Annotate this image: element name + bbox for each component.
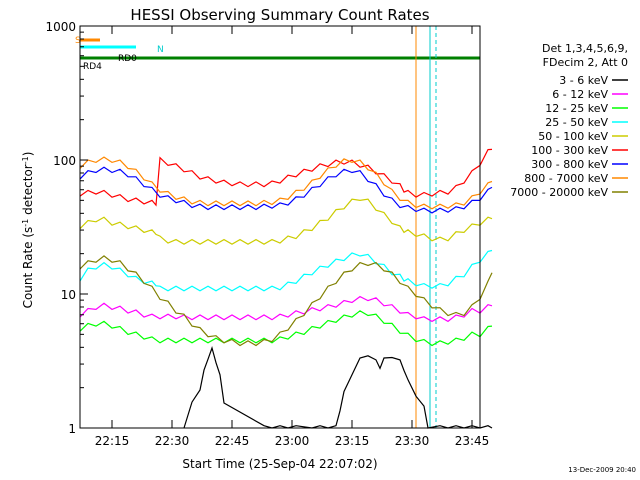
y-tick-label-1: 10 bbox=[61, 288, 76, 302]
series-line-8 bbox=[79, 255, 493, 347]
legend-label-3: 25 - 50 keV bbox=[545, 116, 608, 129]
series-line-1 bbox=[79, 295, 493, 323]
x-tick-label-5: 23:30 bbox=[395, 434, 430, 448]
flag-label-rd4: RD4 bbox=[83, 62, 102, 72]
y-tick-label-2: 100 bbox=[53, 154, 76, 168]
x-tick-label-4: 23:15 bbox=[335, 434, 370, 448]
y-axis-ticks: 1 10 100 1000 bbox=[45, 20, 88, 436]
y-axis-label: Count Rate (s-1 detector-1) bbox=[21, 152, 36, 309]
x-tick-label-1: 22:30 bbox=[155, 434, 190, 448]
series-lines bbox=[79, 148, 493, 429]
x-tick-label-0: 22:15 bbox=[95, 434, 130, 448]
series-line-7 bbox=[79, 156, 493, 210]
flag-label-n: N bbox=[157, 45, 164, 55]
series-line-3 bbox=[79, 249, 493, 292]
date-stamp: 13-Dec-2009 20:40 bbox=[568, 466, 636, 474]
chart-title: HESSI Observing Summary Count Rates bbox=[130, 6, 429, 24]
flag-bars: S N RD0 RD4 bbox=[75, 36, 480, 72]
series-line-6 bbox=[79, 166, 493, 214]
x-axis-label: Start Time (25-Sep-04 22:07:02) bbox=[182, 457, 377, 471]
x-tick-label-3: 23:00 bbox=[275, 434, 310, 448]
marker-lines bbox=[415, 26, 437, 428]
legend-label-5: 100 - 300 keV bbox=[531, 144, 608, 157]
legend-label-6: 300 - 800 keV bbox=[531, 158, 608, 171]
series-line-2 bbox=[79, 310, 493, 347]
x-tick-label-6: 23:45 bbox=[455, 434, 490, 448]
plot-frame bbox=[79, 25, 481, 429]
legend-header-line-2: FDecim 2, Att 0 bbox=[543, 56, 628, 69]
legend: Det 1,3,4,5,6,9, FDecim 2, Att 0 3 - 6 k… bbox=[510, 42, 628, 199]
y-tick-label-0: 1 bbox=[68, 422, 76, 436]
legend-label-4: 50 - 100 keV bbox=[538, 130, 608, 143]
flag-label-rd0: RD0 bbox=[118, 54, 137, 64]
y-tick-label-3: 1000 bbox=[45, 20, 76, 34]
legend-label-1: 6 - 12 keV bbox=[552, 88, 608, 101]
legend-label-8: 7000 - 20000 keV bbox=[510, 186, 608, 199]
legend-label-2: 12 - 25 keV bbox=[545, 102, 608, 115]
x-tick-label-2: 22:45 bbox=[215, 434, 250, 448]
series-line-0 bbox=[183, 345, 493, 429]
legend-header-line-1: Det 1,3,4,5,6,9, bbox=[542, 42, 628, 55]
series-line-5 bbox=[79, 148, 493, 207]
series-line-4 bbox=[79, 198, 493, 245]
legend-label-7: 800 - 7000 keV bbox=[524, 172, 608, 185]
legend-label-0: 3 - 6 keV bbox=[559, 74, 608, 87]
flag-label-s: S bbox=[75, 36, 81, 46]
x-axis-ticks: 22:15 22:30 22:45 23:00 23:15 23:30 23:45 bbox=[95, 26, 490, 448]
